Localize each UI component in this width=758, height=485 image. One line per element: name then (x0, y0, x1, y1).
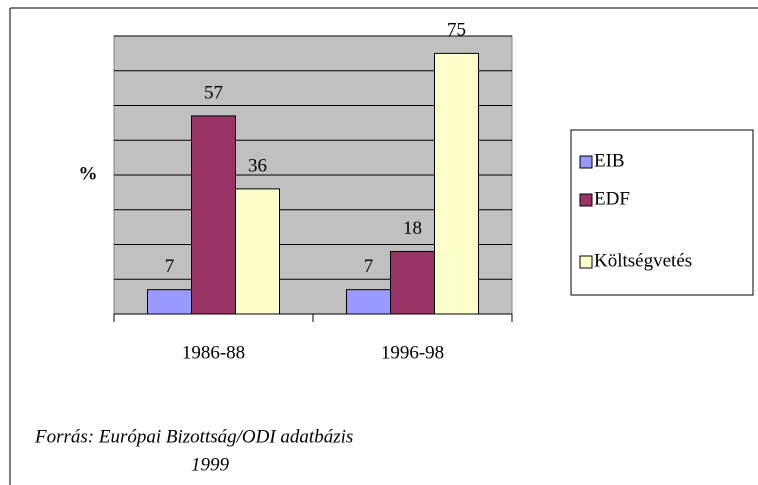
bar (434, 52, 479, 315)
legend-swatch (579, 155, 593, 169)
bar (147, 289, 192, 315)
value-label: 36 (248, 155, 267, 176)
x-tick-label: 1986-88 (182, 342, 245, 363)
legend-label: EDF (594, 188, 630, 209)
value-label: 57 (204, 82, 223, 103)
bar (390, 250, 435, 315)
bar (346, 289, 391, 315)
bar (191, 115, 236, 315)
bar (235, 188, 280, 315)
legend-label: Költségvetés (594, 250, 692, 271)
value-label: 7 (364, 256, 374, 277)
source-note: Forrás: Európai Bizottság/ODI adatbázis (34, 426, 353, 447)
x-tick-label: 1996-98 (381, 342, 444, 363)
legend-swatch (579, 193, 593, 207)
value-label: 75 (447, 20, 466, 41)
y-axis-label: % (79, 163, 98, 184)
legend-label: EIB (594, 150, 625, 171)
value-label: 7 (165, 256, 175, 277)
legend-swatch (579, 255, 593, 269)
value-label: 18 (403, 218, 422, 239)
legend-box (570, 129, 754, 296)
source-note: 1999 (191, 454, 230, 475)
